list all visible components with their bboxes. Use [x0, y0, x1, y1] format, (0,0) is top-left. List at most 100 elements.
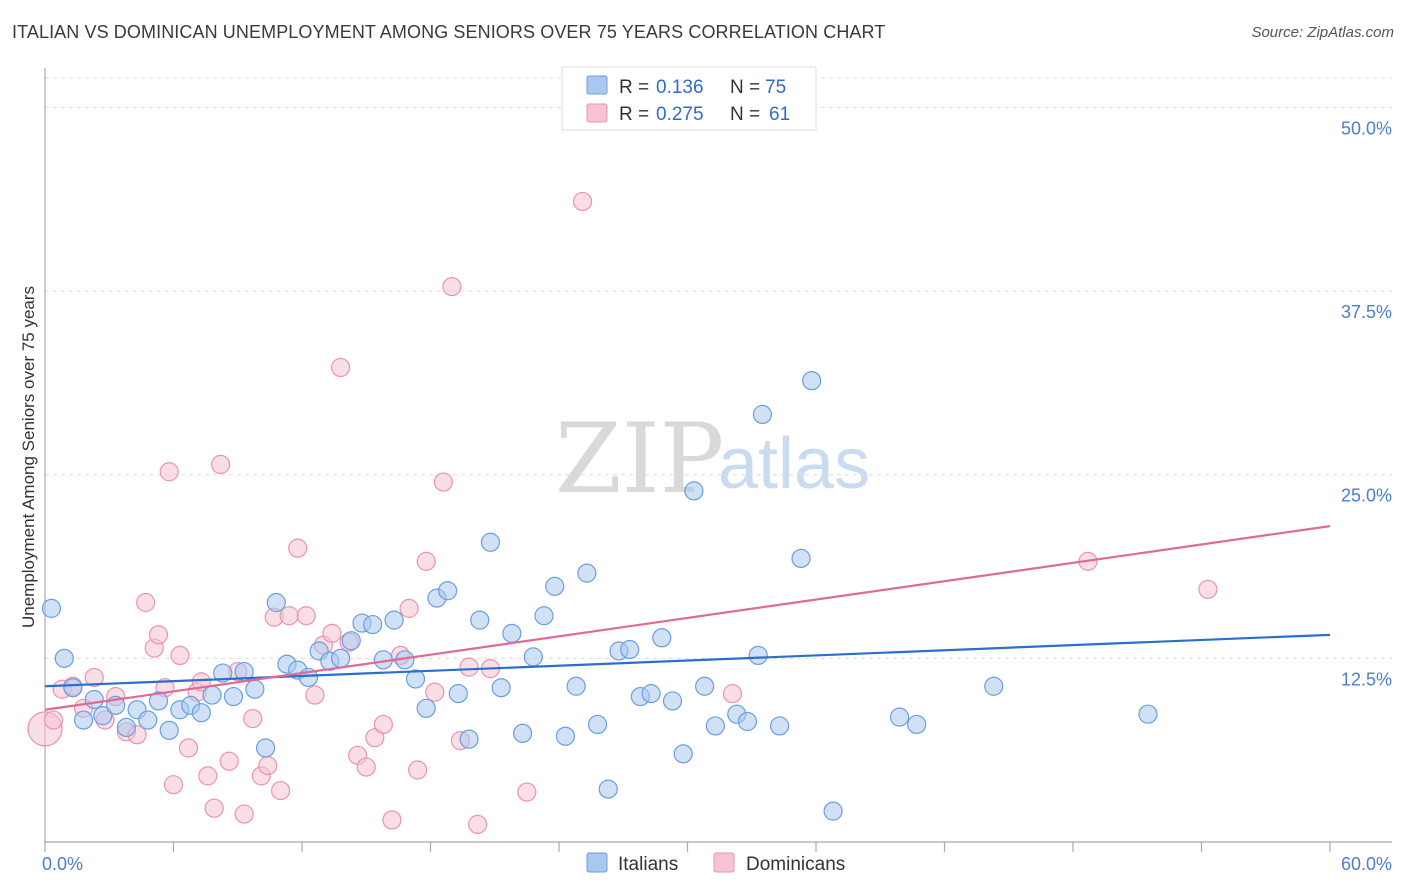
italians-point	[984, 676, 1004, 696]
bottom-legend-swatch-italians	[586, 852, 608, 873]
italians-point	[438, 581, 458, 601]
italians-point	[769, 716, 790, 736]
italians-point	[480, 532, 501, 552]
y-tick-label: 50.0%	[1341, 118, 1392, 138]
italians-point	[202, 685, 222, 705]
italians-point	[84, 689, 104, 710]
italians-point	[459, 729, 479, 749]
italians-point	[213, 663, 233, 683]
italians-point	[791, 548, 811, 569]
italians-point	[555, 726, 576, 746]
dominicans-point	[198, 766, 218, 786]
legend-swatch-dominicans	[586, 103, 608, 123]
italians-point	[577, 563, 597, 583]
tick-labels: 12.5% 25.0% 37.5% 50.0% 0.0% 60.0%	[42, 118, 1392, 874]
italians-point	[63, 678, 83, 698]
legend-n-value: 75	[765, 77, 786, 98]
legend: R = 0.136 N = 75 R = 0.275 N = 61	[561, 66, 817, 131]
italians-point	[502, 623, 522, 643]
italians-point	[363, 614, 383, 635]
y-axis-title: Unemployment Among Seniors over 75 years	[19, 286, 38, 628]
italians-point	[684, 481, 704, 501]
italians-point	[330, 648, 351, 668]
italians-point	[138, 710, 158, 730]
legend-n-label: N =	[730, 77, 760, 98]
dominicans-point	[356, 757, 376, 777]
italians-point	[598, 779, 618, 799]
italians-point	[695, 676, 715, 696]
italians-point	[405, 669, 426, 689]
italians-point	[266, 592, 286, 613]
dominicans-point	[219, 751, 239, 771]
chart-title: ITALIAN VS DOMINICAN UNEMPLOYMENT AMONG …	[12, 22, 886, 42]
italians-point	[652, 628, 672, 648]
italians-point	[93, 706, 113, 726]
italians-point	[620, 639, 640, 660]
italians-point	[159, 720, 179, 740]
italians-point	[802, 371, 822, 391]
italians-point	[223, 686, 244, 707]
dominicans-point	[572, 191, 593, 212]
italians-point	[448, 684, 468, 704]
italians-point	[116, 717, 136, 738]
italians-point	[73, 710, 94, 730]
y-tick-label: 25.0%	[1341, 486, 1392, 506]
dominicans-point	[305, 685, 325, 705]
dominicans-point	[373, 714, 393, 735]
italians-point	[823, 801, 843, 821]
dominicans-point	[170, 645, 190, 666]
dominicans-point	[270, 780, 291, 801]
legend-n-label: N =	[730, 104, 760, 125]
dominicans-point	[136, 592, 156, 613]
italians-point	[54, 648, 74, 668]
dominicans-point	[330, 357, 351, 378]
grid-lines	[45, 77, 1392, 659]
italians-point	[587, 714, 608, 735]
italians-point	[41, 598, 62, 618]
italians-point	[384, 610, 404, 630]
dominicans-point	[416, 551, 436, 571]
dominicans-point	[211, 454, 231, 475]
dominicans-point	[1198, 579, 1218, 599]
italians-point	[191, 703, 211, 723]
dominicans-point	[399, 598, 419, 618]
dominicans-point	[43, 710, 64, 730]
dominicans-point	[425, 682, 445, 702]
italians-point	[705, 716, 725, 736]
italians-point	[566, 676, 586, 696]
x-tick-label: 60.0%	[1341, 854, 1392, 874]
bottom-legend-swatch-dominicans	[713, 852, 735, 873]
y-tick-label: 12.5%	[1341, 669, 1392, 689]
dominicans-trend-line	[44, 525, 1331, 711]
dominicans-point	[163, 775, 184, 795]
dominicans-point	[234, 804, 254, 824]
italians-point	[737, 711, 758, 732]
italians-point	[255, 738, 276, 758]
italians-point	[416, 698, 436, 718]
dominicans-point	[288, 538, 308, 558]
italians-point	[245, 679, 265, 699]
italians-point	[641, 684, 661, 704]
dominicans-point	[382, 810, 402, 830]
legend-r-label: R =	[619, 104, 649, 125]
italians-point	[907, 714, 927, 735]
dominicans-point	[433, 472, 453, 492]
italians-point	[341, 631, 361, 651]
legend-r-value: 0.136	[656, 77, 704, 98]
italians-point	[748, 645, 768, 666]
dominicans-point	[84, 667, 104, 688]
bottom-legend: Italians Dominicans	[586, 852, 845, 875]
bottom-legend-label-italians: Italians	[618, 854, 678, 875]
legend-n-value: 61	[769, 104, 790, 125]
watermark-atlas: atlas	[718, 424, 870, 504]
italians-point	[470, 610, 490, 630]
dominicans-point	[322, 623, 342, 643]
dominicans-point	[722, 684, 743, 704]
dominicans-point	[204, 798, 224, 818]
source-label: Source: ZipAtlas.com	[1251, 24, 1394, 41]
dominicans-point	[178, 738, 199, 758]
legend-r-label: R =	[619, 77, 649, 98]
italians-point	[752, 404, 773, 425]
italians-point	[662, 691, 683, 711]
